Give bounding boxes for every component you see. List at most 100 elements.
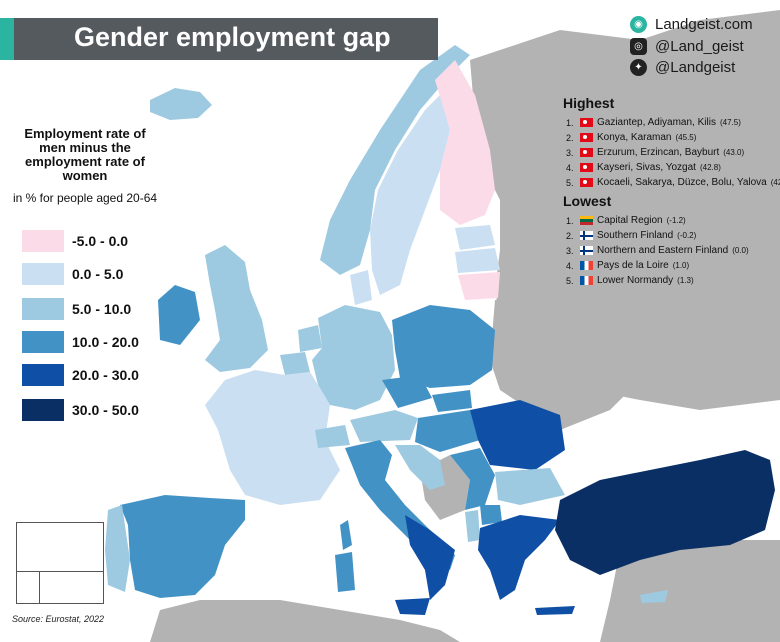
rank-number: 3. bbox=[566, 147, 574, 158]
rank-number: 1. bbox=[566, 117, 574, 128]
france-flag-icon bbox=[580, 261, 593, 270]
netherlands bbox=[298, 325, 322, 352]
finland bbox=[435, 60, 495, 225]
region-name: Capital Region bbox=[597, 215, 663, 226]
region-value: (-0.2) bbox=[677, 231, 697, 240]
legend-label: -5.0 - 0.0 bbox=[72, 233, 129, 249]
region-value: (-1.2) bbox=[666, 216, 686, 225]
legend-label: 5.0 - 10.0 bbox=[72, 301, 132, 317]
highest-heading: Highest bbox=[563, 95, 615, 111]
turkey bbox=[555, 450, 775, 575]
legend-swatch bbox=[22, 399, 64, 421]
legend-swatch bbox=[22, 230, 64, 252]
austria bbox=[350, 410, 418, 442]
twitter-icon: ✦ bbox=[630, 58, 647, 76]
turkey-flag-icon bbox=[580, 163, 593, 172]
bulgaria bbox=[495, 468, 565, 505]
iceland bbox=[150, 88, 212, 120]
slovenia-croatia bbox=[395, 445, 445, 490]
legend-label: 20.0 - 30.0 bbox=[72, 367, 139, 383]
north-macedonia bbox=[480, 505, 502, 525]
region-name: Kocaeli, Sakarya, Düzce, Bolu, Yalova bbox=[597, 177, 767, 188]
finland-flag-icon bbox=[580, 231, 593, 240]
ireland bbox=[158, 285, 200, 345]
southern-italy bbox=[405, 515, 455, 600]
albania bbox=[465, 510, 480, 542]
legend-swatch bbox=[22, 298, 64, 320]
ranking-item: 4. Kayseri, Sivas, Yozgat (42.8) bbox=[566, 161, 721, 174]
rank-number: 2. bbox=[566, 132, 574, 143]
serbia bbox=[450, 448, 495, 510]
portugal bbox=[105, 505, 130, 592]
finland-flag-icon bbox=[580, 246, 593, 255]
brand-instagram-label: @Land_geist bbox=[655, 37, 744, 55]
ranking-item: 4. Pays de la Loire (1.0) bbox=[566, 259, 689, 272]
cyprus bbox=[640, 590, 668, 603]
estonia bbox=[455, 225, 495, 250]
legend-item: 30.0 - 50.0 bbox=[22, 399, 182, 421]
legend-item: 0.0 - 5.0 bbox=[22, 263, 182, 285]
legend-item: 20.0 - 30.0 bbox=[22, 364, 182, 386]
lowest-heading: Lowest bbox=[563, 193, 612, 209]
ranking-item: 3. Erzurum, Erzincan, Bayburt (43.0) bbox=[566, 146, 744, 159]
brand-twitter[interactable]: ✦ @Landgeist bbox=[630, 57, 735, 77]
region-value: (42.3) bbox=[770, 178, 780, 187]
region-name: Lower Normandy bbox=[597, 275, 674, 286]
brand-instagram[interactable]: ◎ @Land_geist bbox=[630, 36, 744, 56]
turkey-flag-icon bbox=[580, 118, 593, 127]
brand-twitter-label: @Landgeist bbox=[655, 58, 736, 76]
ranking-item: 1. Gaziantep, Adiyaman, Kilis (47.5) bbox=[566, 116, 741, 129]
region-name: Erzurum, Erzincan, Bayburt bbox=[597, 147, 720, 158]
region-value: (1.0) bbox=[672, 261, 690, 270]
crete bbox=[535, 606, 575, 615]
lithuania bbox=[458, 272, 500, 300]
sicily bbox=[395, 598, 430, 615]
region-value: (45.5) bbox=[675, 133, 697, 142]
denmark bbox=[350, 270, 372, 305]
sardinia bbox=[335, 552, 355, 592]
instagram-icon: ◎ bbox=[630, 37, 647, 55]
turkey-flag-icon bbox=[580, 133, 593, 142]
brand-website[interactable]: ◉ Landgeist.com bbox=[630, 14, 753, 34]
legend-item: 10.0 - 20.0 bbox=[22, 331, 182, 353]
ranking-item: 3. Northern and Eastern Finland (0.0) bbox=[566, 244, 749, 257]
france bbox=[205, 370, 340, 505]
norway bbox=[320, 45, 470, 275]
ranking-item: 2. Southern Finland (-0.2) bbox=[566, 229, 696, 242]
latvia bbox=[455, 248, 500, 273]
region-value: (1.3) bbox=[677, 276, 694, 285]
outermost-regions-inset bbox=[16, 522, 104, 604]
source-note: Source: Eurostat, 2022 bbox=[12, 614, 105, 624]
slovakia bbox=[432, 390, 472, 412]
globe-icon: ◉ bbox=[630, 15, 647, 33]
region-name: Gaziantep, Adiyaman, Kilis bbox=[597, 117, 716, 128]
switzerland bbox=[315, 425, 350, 448]
inset-divider bbox=[39, 571, 40, 603]
rank-number: 5. bbox=[566, 275, 574, 286]
legend-label: 10.0 - 20.0 bbox=[72, 334, 139, 350]
ukraine-region bbox=[490, 300, 640, 430]
region-value: (43.0) bbox=[723, 148, 745, 157]
turkey-flag-icon bbox=[580, 148, 593, 157]
france-flag-icon bbox=[580, 276, 593, 285]
region-name: Northern and Eastern Finland bbox=[597, 245, 729, 256]
czechia bbox=[382, 375, 432, 408]
rank-number: 4. bbox=[566, 162, 574, 173]
middle-east-region bbox=[600, 540, 780, 642]
region-name: Southern Finland bbox=[597, 230, 674, 241]
brand-website-label: Landgeist.com bbox=[655, 15, 753, 33]
belgium bbox=[280, 352, 310, 375]
region-value: (0.0) bbox=[732, 246, 749, 255]
region-name: Kayseri, Sivas, Yozgat bbox=[597, 162, 696, 173]
title-accent-bar bbox=[0, 18, 14, 60]
region-name: Konya, Karaman bbox=[597, 132, 672, 143]
hungary bbox=[415, 410, 480, 452]
region-value: (42.8) bbox=[699, 163, 721, 172]
greece bbox=[478, 515, 560, 600]
rank-number: 4. bbox=[566, 260, 574, 271]
spain bbox=[120, 495, 245, 598]
north-africa-region bbox=[150, 600, 460, 642]
legend-swatch bbox=[22, 263, 64, 285]
ranking-item: 5. Lower Normandy (1.3) bbox=[566, 274, 694, 287]
